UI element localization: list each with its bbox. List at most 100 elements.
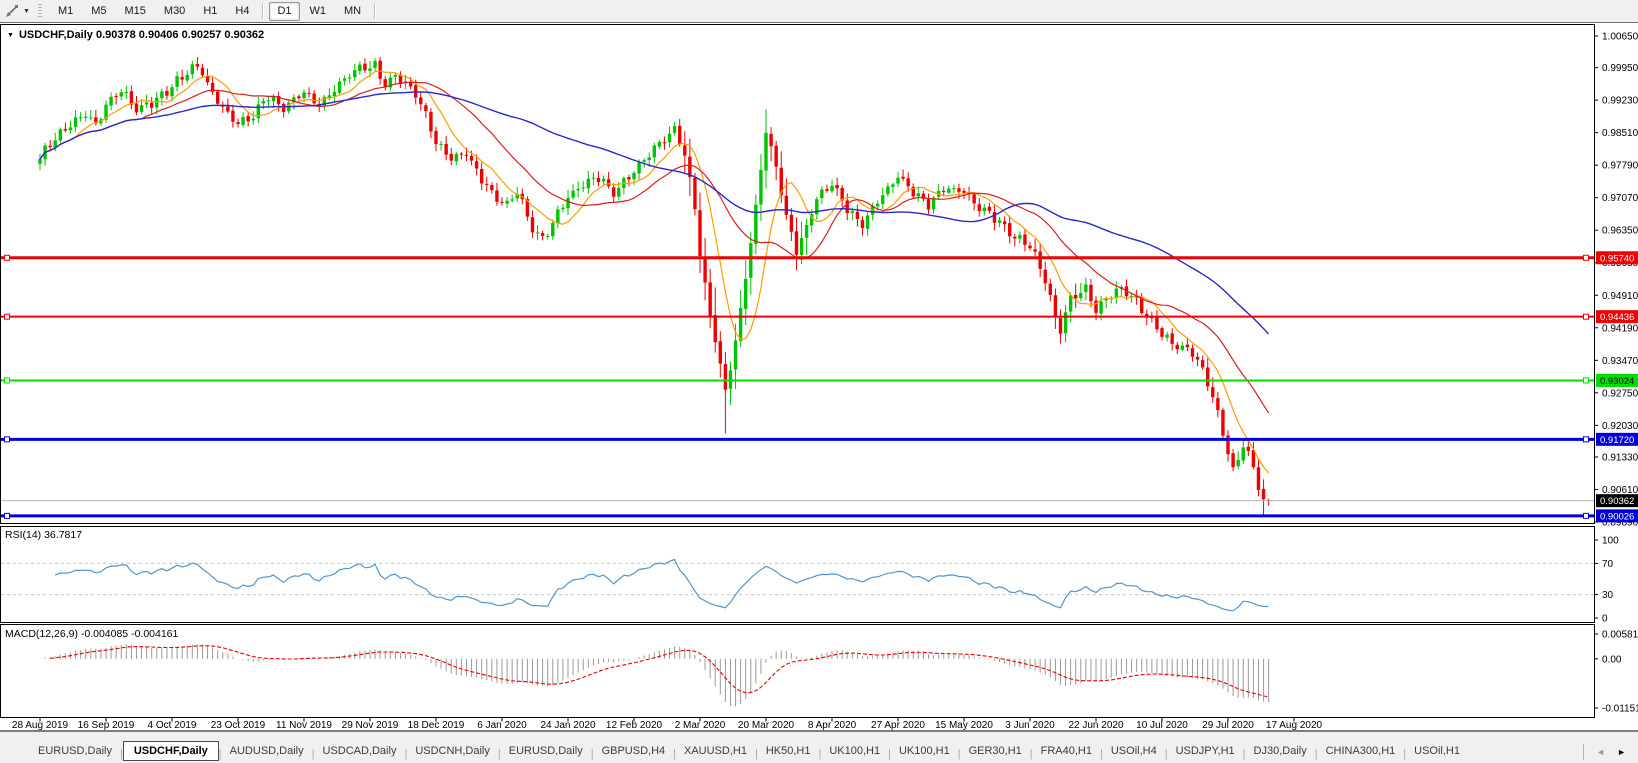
toolbar-separator xyxy=(374,3,377,19)
svg-text:6 Jan 2020: 6 Jan 2020 xyxy=(477,720,527,731)
svg-text:0.90362: 0.90362 xyxy=(1600,496,1634,507)
timeframe-button-m1[interactable]: M1 xyxy=(57,4,74,17)
svg-text:20 Mar 2020: 20 Mar 2020 xyxy=(738,720,795,731)
ma-slow-line xyxy=(39,91,1270,335)
tab-separator: | xyxy=(218,748,222,760)
timeframe-button-m5[interactable]: M5 xyxy=(91,4,107,17)
chart-tab-ger30-h1[interactable]: GER30,H1 xyxy=(968,745,1022,757)
tabbar-separator xyxy=(1583,744,1585,760)
chart-tab-audusd-daily[interactable]: AUDUSD,Daily xyxy=(229,745,304,757)
svg-text:27 Apr 2020: 27 Apr 2020 xyxy=(871,720,925,731)
level-line-0.90026[interactable]: 0.90026 xyxy=(1,509,1638,523)
svg-text:17 Aug 2020: 17 Aug 2020 xyxy=(1266,720,1323,731)
chart-tab-fra40-h1[interactable]: FRA40,H1 xyxy=(1040,745,1092,757)
timeframe-button-h1[interactable]: H1 xyxy=(203,4,218,17)
svg-text:0.99230: 0.99230 xyxy=(1602,96,1638,107)
svg-text:0.00: 0.00 xyxy=(1602,654,1622,665)
svg-text:0.92750: 0.92750 xyxy=(1602,388,1638,399)
svg-text:28 Aug 2019: 28 Aug 2019 xyxy=(12,720,69,731)
tab-scroll-left-icon[interactable]: ◄ xyxy=(1596,747,1606,757)
macd-histogram xyxy=(44,644,1270,707)
panel-borders xyxy=(0,24,1638,731)
chart-tab-gbpusd-h4[interactable]: GBPUSD,H4 xyxy=(601,745,666,757)
svg-text:0.94910: 0.94910 xyxy=(1602,291,1638,302)
macd-panel: 0.005818 0.00 -0.011514 xyxy=(1594,630,1638,715)
chart-tab-xauusd-h1[interactable]: XAUUSD,H1 xyxy=(684,745,747,757)
svg-text:24 Jan 2020: 24 Jan 2020 xyxy=(540,720,595,731)
svg-text:0.95740: 0.95740 xyxy=(1600,253,1634,264)
chart-title-dropdown-icon[interactable]: ▼ xyxy=(7,31,14,39)
svg-text:0.98510: 0.98510 xyxy=(1602,128,1638,139)
bid-price-line: 0.90362 xyxy=(1,494,1638,508)
tool-dropdown-caret-icon[interactable]: ▼ xyxy=(23,7,30,15)
svg-text:10 Jul 2020: 10 Jul 2020 xyxy=(1136,720,1188,731)
svg-text:0.97790: 0.97790 xyxy=(1602,161,1638,172)
svg-text:3 Jun 2020: 3 Jun 2020 xyxy=(1005,720,1055,731)
svg-text:0.90026: 0.90026 xyxy=(1600,511,1634,522)
chart-tab-eurusd-daily[interactable]: EURUSD,Daily xyxy=(508,745,583,757)
svg-text:29 Nov 2019: 29 Nov 2019 xyxy=(342,720,399,731)
chart-tab-dj30-daily[interactable]: DJ30,Daily xyxy=(1253,745,1307,757)
chart-tab-usdjpy-h1[interactable]: USDJPY,H1 xyxy=(1175,745,1235,757)
svg-text:30: 30 xyxy=(1602,590,1614,601)
chart-title-text: USDCHF,Daily 0.90378 0.90406 0.90257 0.9… xyxy=(18,29,265,41)
svg-text:70: 70 xyxy=(1602,559,1614,570)
chart-tab-uk100-h1[interactable]: UK100,H1 xyxy=(829,745,881,757)
rsi-panel: 100 70 30 0 xyxy=(1,536,1619,625)
chart-tab-china300-h1[interactable]: CHINA300,H1 xyxy=(1325,745,1396,757)
timeframe-button-mn[interactable]: MN xyxy=(344,4,362,17)
level-line-0.95740[interactable]: 0.95740 xyxy=(1,251,1638,265)
tab-separator: | xyxy=(673,748,676,760)
chart-title: ▼ USDCHF,Daily 0.90378 0.90406 0.90257 0… xyxy=(7,29,264,41)
macd-signal-line xyxy=(50,645,1269,698)
tab-separator: | xyxy=(957,748,961,760)
chart-tab-usdcnh-daily[interactable]: USDCNH,Daily xyxy=(415,745,490,757)
timeframe-button-w1[interactable]: W1 xyxy=(309,4,327,17)
tab-separator: | xyxy=(1314,748,1318,760)
level-lines[interactable]: 0.95740 0.94436 0.93024 0.91720 0.90026 xyxy=(1,251,1638,523)
svg-text:0.94436: 0.94436 xyxy=(1600,312,1634,323)
svg-text:0.93024: 0.93024 xyxy=(1600,376,1634,387)
svg-text:100: 100 xyxy=(1602,536,1619,547)
price-axis: 1.00650 0.99950 0.99230 0.98510 0.97790 0.970… xyxy=(1594,32,1638,529)
tab-separator: | xyxy=(1029,748,1033,760)
svg-text:0.99950: 0.99950 xyxy=(1602,63,1638,74)
chart-tabbar: EURUSD,Daily | USDCHF,Daily | AUDUSD,Daily | U… xyxy=(0,731,1638,763)
level-line-0.93024[interactable]: 0.93024 xyxy=(1,373,1638,387)
chart-tab-usoil-h4[interactable]: USOil,H4 xyxy=(1110,745,1157,757)
chart-tab-uk100-h1[interactable]: UK100,H1 xyxy=(898,745,950,757)
svg-text:0.91330: 0.91330 xyxy=(1602,452,1638,463)
chart-tab-usdchf-daily[interactable]: USDCHF,Daily xyxy=(122,741,219,761)
chart-tab-eurusd-daily[interactable]: EURUSD,Daily xyxy=(38,745,112,757)
chart-tab-hk50-h1[interactable]: HK50,H1 xyxy=(765,745,811,757)
toolbar-grip[interactable] xyxy=(37,3,42,19)
tab-separator: | xyxy=(1100,748,1103,760)
svg-text:0: 0 xyxy=(1602,614,1608,625)
svg-text:0.97070: 0.97070 xyxy=(1602,193,1638,204)
rsi-indicator-label: RSI(14) 36.7817 xyxy=(5,529,83,541)
level-line-0.91720[interactable]: 0.91720 xyxy=(1,432,1638,446)
timeframe-button-h4[interactable]: H4 xyxy=(235,4,250,17)
svg-text:23 Oct 2019: 23 Oct 2019 xyxy=(211,720,266,731)
timeframe-button-m15[interactable]: M15 xyxy=(124,4,146,17)
svg-text:16 Sep 2019: 16 Sep 2019 xyxy=(78,720,135,731)
level-line-0.94436[interactable]: 0.94436 xyxy=(1,310,1638,324)
chart-window[interactable]: 1.00650 0.99950 0.99230 0.98510 0.97790 0.970… xyxy=(0,23,1638,731)
svg-text:0.005818: 0.005818 xyxy=(1602,630,1638,641)
chart-tab-usdcad-daily[interactable]: USDCAD,Daily xyxy=(322,745,397,757)
tab-separator: | xyxy=(818,748,822,760)
svg-text:0.92030: 0.92030 xyxy=(1602,421,1638,432)
tab-separator: | xyxy=(1242,748,1246,760)
svg-text:22 Jun 2020: 22 Jun 2020 xyxy=(1068,720,1123,731)
svg-text:0.96350: 0.96350 xyxy=(1602,226,1638,237)
line-cursor-tool-icon[interactable] xyxy=(4,3,21,19)
svg-text:18 Dec 2019: 18 Dec 2019 xyxy=(408,720,465,731)
timeframe-button-m30[interactable]: M30 xyxy=(163,4,186,17)
chart-tab-usoil-h1[interactable]: USOil,H1 xyxy=(1414,745,1460,757)
rsi-line xyxy=(54,558,1269,612)
tab-scroll-right-icon[interactable]: ► xyxy=(1617,747,1626,757)
tab-separator: | xyxy=(888,748,891,760)
timeframe-button-d1[interactable]: D1 xyxy=(269,1,300,21)
svg-text:1.00650: 1.00650 xyxy=(1602,32,1638,43)
tab-separator: | xyxy=(590,748,594,760)
